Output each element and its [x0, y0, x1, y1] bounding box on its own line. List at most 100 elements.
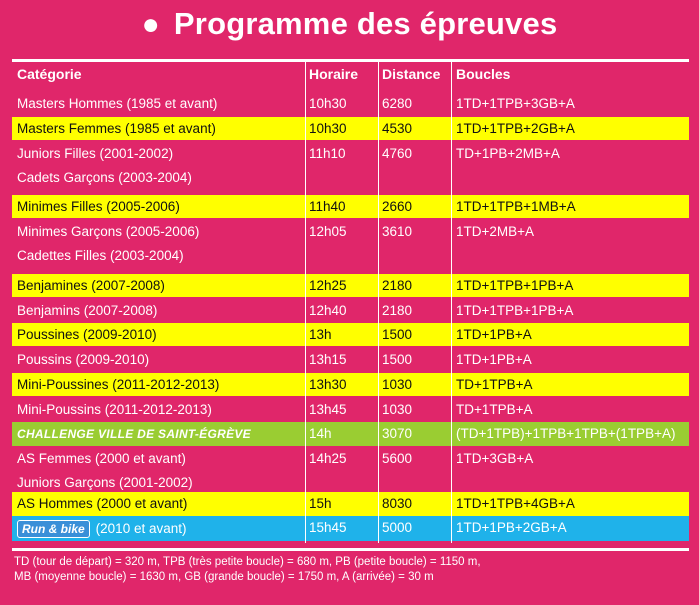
footnote-line-2: MB (moyenne boucle) = 1630 m, GB (grande…: [14, 571, 434, 583]
distance-cell: 8030: [382, 496, 413, 511]
category-cell: Mini-Poussins (2011-2012-2013): [17, 402, 212, 417]
category-label: Juniors Filles (2001-2002): [17, 146, 174, 161]
category-label-secondary: Cadets Garçons (2003-2004): [17, 170, 192, 185]
category-label: AS Hommes (2000 et avant): [17, 496, 188, 511]
category-label: Masters Femmes (1985 et avant): [17, 121, 216, 136]
header-categorie: Catégorie: [17, 66, 82, 82]
loops-cell: 1TD+1TPB+4GB+A: [456, 496, 575, 511]
table-row: Masters Hommes (1985 et avant) 10h30 6280 1…: [12, 92, 689, 116]
distance-cell: 3610: [382, 224, 413, 239]
category-cell: CHALLENGE VILLE DE SAINT-ÉGRÈVE: [17, 426, 251, 441]
distance-cell: 1500: [382, 327, 413, 342]
loops-cell: 1TD+1TPB+3GB+A: [456, 96, 575, 111]
time-cell: 14h: [309, 426, 332, 441]
distance-cell: 1030: [382, 377, 413, 392]
footnote-line-1: TD (tour de départ) = 320 m, TPB (très p…: [14, 556, 481, 568]
category-cell: Benjamines (2007-2008): [17, 278, 165, 293]
category-label: AS Femmes (2000 et avant): [17, 451, 186, 466]
loops-cell: 1TD+1PB+2GB+A: [456, 520, 567, 535]
page-title: ● Programme des épreuves: [0, 6, 699, 42]
time-cell: 10h30: [309, 121, 347, 136]
distance-cell: 4530: [382, 121, 413, 136]
category-label: Minimes Garçons (2005-2006): [17, 224, 200, 239]
table-row: Masters Femmes (1985 et avant) 10h30 4530 1…: [12, 117, 689, 140]
column-divider: [451, 62, 452, 543]
time-cell: 13h: [309, 327, 332, 342]
header-distance: Distance: [382, 66, 441, 82]
time-cell: 12h05: [309, 224, 347, 239]
distance-cell: 4760: [382, 146, 413, 161]
loops-cell: 1TD+1TPB+1PB+A: [456, 278, 574, 293]
category-cell: Minimes Filles (2005-2006): [17, 199, 180, 214]
loops-cell: TD+1PB+2MB+A: [456, 146, 560, 161]
loops-cell: 1TD+2MB+A: [456, 224, 535, 239]
table-row: CHALLENGE VILLE DE SAINT-ÉGRÈVE 14h 3070 (T…: [12, 422, 689, 446]
category-label: Mini-Poussines (2011-2012-2013): [17, 377, 220, 392]
time-cell: 11h40: [309, 199, 346, 214]
legend-footnote: TD (tour de départ) = 320 m, TPB (très p…: [14, 555, 684, 585]
table-row: AS Hommes (2000 et avant) 15h 8030 1TD+1TPB…: [12, 492, 689, 516]
category-label: CHALLENGE VILLE DE SAINT-ÉGRÈVE: [17, 427, 251, 441]
distance-cell: 2660: [382, 199, 413, 214]
table-row: Poussins (2009-2010) 13h15 1500 1TD+1PB+A: [12, 348, 689, 371]
table-row: Benjamines (2007-2008) 12h25 2180 1TD+1TPB+…: [12, 274, 689, 297]
table-row: Minimes Filles (2005-2006) 11h40 2660 1TD+1…: [12, 195, 689, 218]
distance-cell: 6280: [382, 96, 413, 111]
time-cell: 15h45: [309, 520, 347, 535]
time-cell: 12h40: [309, 303, 347, 318]
table-row: Mini-Poussins (2011-2012-2013) 13h45 1030 T…: [12, 398, 689, 421]
category-cell: Run & bike (2010 et avant): [17, 520, 186, 538]
category-label: Benjamines (2007-2008): [17, 278, 165, 293]
time-cell: 13h15: [309, 352, 347, 367]
category-cell: Minimes Garçons (2005-2006): [17, 224, 199, 239]
category-label: Masters Hommes (1985 et avant): [17, 96, 218, 111]
category-label: Benjamins (2007-2008): [17, 303, 158, 318]
loops-cell: 1TD+3GB+A: [456, 451, 534, 466]
time-cell: 13h30: [309, 377, 347, 392]
category-cell: Juniors Filles (2001-2002): [17, 146, 173, 161]
category-cell: Mini-Poussines (2011-2012-2013): [17, 377, 219, 392]
table-row: AS Femmes (2000 et avant) Juniors Garçons…: [12, 447, 689, 491]
time-cell: 12h25: [309, 278, 347, 293]
loops-cell: 1TD+1TPB+1MB+A: [456, 199, 576, 214]
category-cell: Masters Femmes (1985 et avant): [17, 121, 216, 136]
category-label: (2010 et avant): [95, 521, 187, 536]
category-label-secondary: Cadettes Filles (2003-2004): [17, 248, 184, 263]
time-cell: 15h: [309, 496, 332, 511]
run-and-bike-logo: Run & bike: [17, 520, 90, 538]
loops-cell: 1TD+1PB+A: [456, 327, 532, 342]
loops-cell: TD+1TPB+A: [456, 402, 533, 417]
category-cell: AS Femmes (2000 et avant): [17, 451, 186, 466]
distance-cell: 3070: [382, 426, 413, 441]
table-header: Catégorie Horaire Distance Boucles: [12, 62, 689, 88]
header-boucles: Boucles: [456, 66, 511, 82]
table-row: Poussines (2009-2010) 13h 1500 1TD+1PB+A: [12, 323, 689, 346]
loops-cell: (TD+1TPB)+1TPB+1TPB+(1TPB+A): [456, 426, 676, 441]
header-horaire: Horaire: [309, 66, 359, 82]
table-row: Benjamins (2007-2008) 12h40 2180 1TD+1TPB+1…: [12, 299, 689, 322]
time-cell: 10h30: [309, 96, 347, 111]
loops-cell: 1TD+1PB+A: [456, 352, 532, 367]
time-cell: 13h45: [309, 402, 347, 417]
category-label: Poussins (2009-2010): [17, 352, 150, 367]
loops-cell: 1TD+1TPB+2GB+A: [456, 121, 575, 136]
distance-cell: 1500: [382, 352, 413, 367]
category-label: Poussines (2009-2010): [17, 327, 157, 342]
distance-cell: 5000: [382, 520, 413, 535]
distance-cell: 2180: [382, 303, 413, 318]
bottom-rule: [12, 548, 689, 551]
bullet-icon: ●: [141, 8, 160, 41]
category-label: Mini-Poussins (2011-2012-2013): [17, 402, 212, 417]
column-divider: [305, 62, 306, 543]
table-row: Minimes Garçons (2005-2006) Cadettes Fill…: [12, 220, 689, 270]
title-text: Programme des épreuves: [173, 6, 558, 41]
table-row: Juniors Filles (2001-2002) Cadets Garçons…: [12, 142, 689, 190]
top-rule: [12, 59, 689, 62]
time-cell: 14h25: [309, 451, 347, 466]
category-label: Minimes Filles (2005-2006): [17, 199, 180, 214]
distance-cell: 1030: [382, 402, 413, 417]
time-cell: 11h10: [309, 146, 346, 161]
category-cell: AS Hommes (2000 et avant): [17, 496, 187, 511]
category-label-secondary: Juniors Garçons (2001-2002): [17, 475, 193, 490]
column-divider: [378, 62, 379, 543]
